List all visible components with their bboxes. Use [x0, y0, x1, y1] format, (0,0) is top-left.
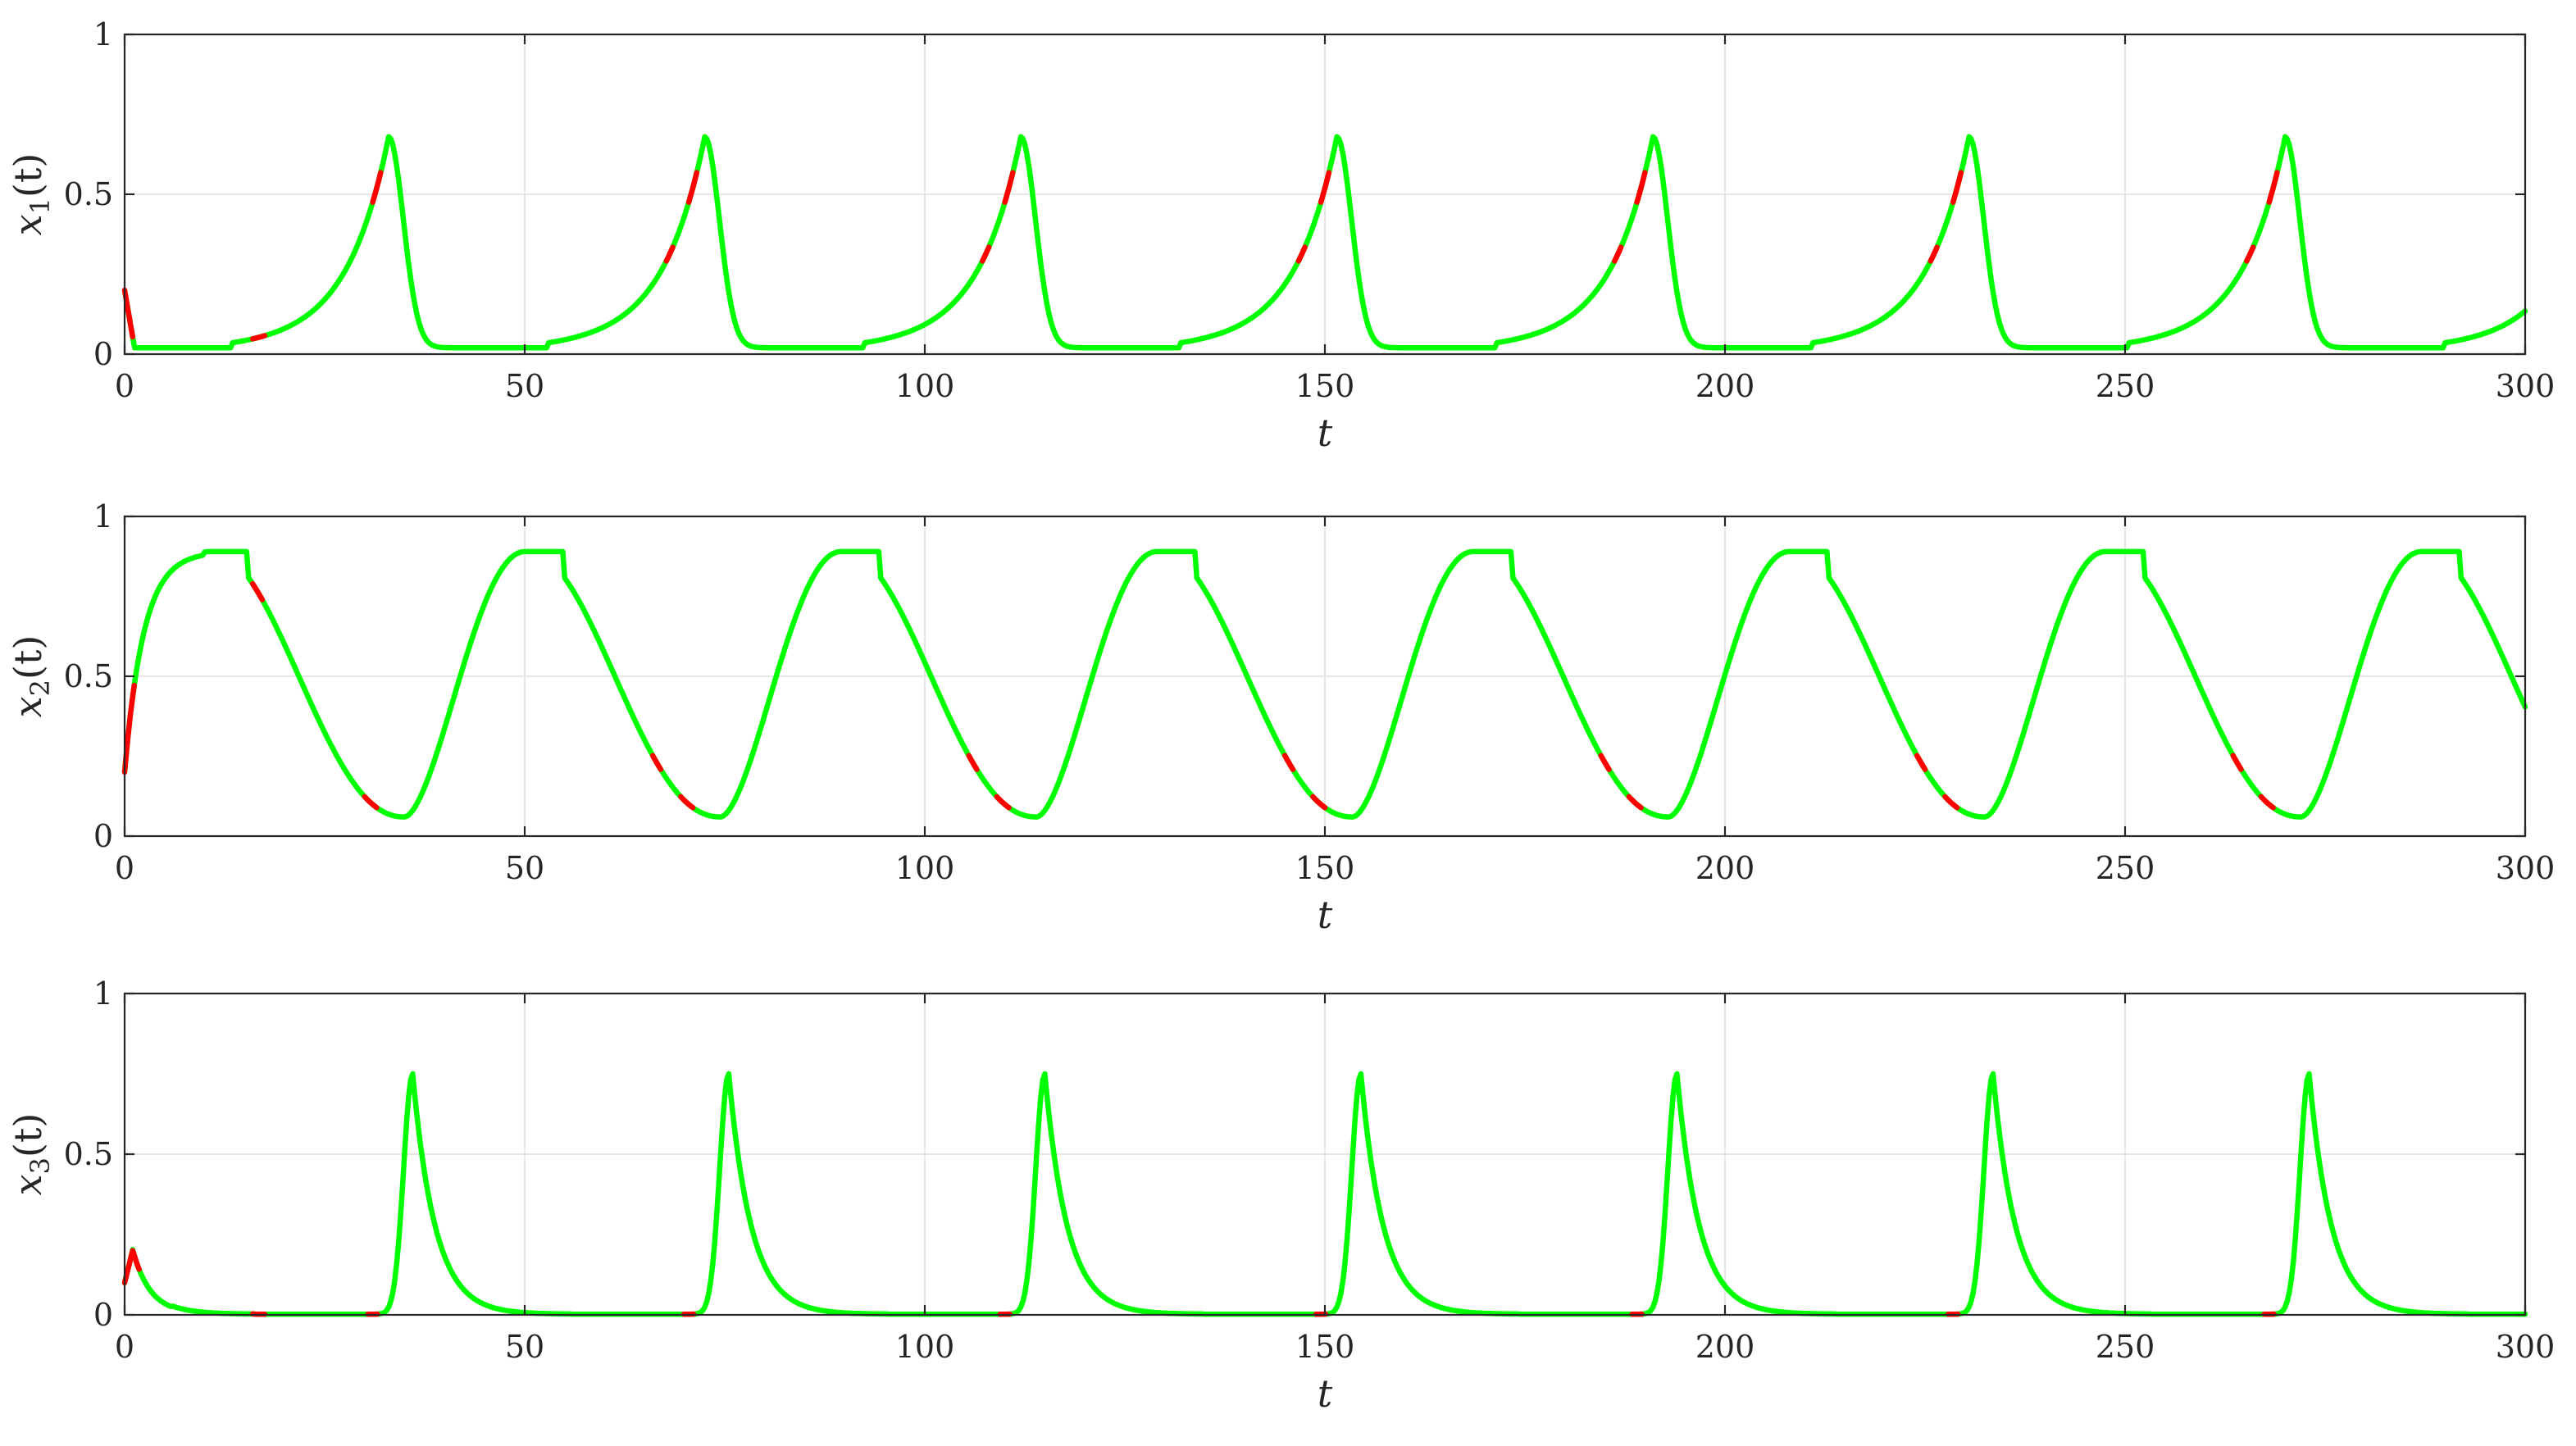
highlight-segment: [1637, 173, 1645, 202]
x-tick-label: 0: [115, 368, 134, 404]
y-label-sub: 3: [25, 1157, 56, 1174]
highlight-segment: [1614, 248, 1621, 261]
highlight-segment: [1629, 797, 1641, 807]
x-tick-label: 200: [1695, 1329, 1755, 1365]
x-tick-label: 100: [895, 850, 955, 886]
y-label-var: x: [6, 1174, 50, 1195]
highlight-segment: [653, 756, 661, 770]
highlight-segment: [680, 797, 693, 807]
y-axis-label-x3: x3(t): [6, 1113, 56, 1196]
highlight-segment: [373, 173, 381, 202]
highlight-segment: [997, 797, 1009, 807]
highlight-segment: [1917, 756, 1925, 770]
x-tick-label: 250: [2096, 1329, 2155, 1365]
y-label-arg: (t): [6, 153, 50, 198]
highlight-segment: [689, 173, 697, 202]
x-tick-label: 150: [1295, 850, 1355, 886]
x-tick-label: 0: [115, 1329, 134, 1365]
highlight-segment: [2261, 797, 2273, 807]
x-tick-label: 300: [2496, 850, 2556, 886]
highlight-segment: [1945, 797, 1957, 807]
ticks-x3: 0 50 100 150 200 250 300 0 0.5 1: [64, 975, 2556, 1365]
y-label-arg: (t): [6, 1113, 50, 1157]
x-tick-label: 150: [1295, 1329, 1355, 1365]
highlight-segment: [365, 797, 377, 807]
highlight-segment: [969, 756, 977, 770]
panel-x2: 0 50 100 150 200 250 300 0 0.5 1 t x2(t): [6, 498, 2555, 937]
x-axis-label-x2: t: [1318, 893, 1333, 937]
highlight-segment: [125, 1251, 139, 1283]
y-axis-label-x2: x2(t): [6, 635, 56, 718]
x-tick-label: 300: [2496, 1329, 2556, 1365]
x-tick-label: 50: [505, 850, 544, 886]
highlight-segment: [125, 685, 134, 772]
highlight-segment: [1285, 756, 1293, 770]
highlight-segment: [253, 584, 262, 599]
highlight-segment: [1953, 173, 1961, 202]
highlight-segment: [1005, 173, 1013, 202]
highlight-segment: [2233, 756, 2241, 770]
ticks-x2: 0 50 100 150 200 250 300 0 0.5 1: [64, 498, 2556, 886]
y-label-sub: 1: [25, 198, 56, 214]
highlight-segment: [253, 336, 265, 339]
y-tick-label: 1: [93, 975, 113, 1012]
x-tick-label: 250: [2096, 368, 2155, 404]
x-tick-label: 200: [1695, 850, 1755, 886]
highlight-segment: [2246, 248, 2253, 261]
y-tick-label: 0.5: [64, 176, 113, 212]
y-label-sub: 2: [25, 680, 56, 696]
y-label-var: x: [6, 214, 50, 235]
highlight-segment: [1313, 797, 1325, 807]
highlight-segment: [667, 248, 673, 261]
y-tick-label: 0: [93, 1297, 113, 1333]
x-tick-label: 0: [115, 850, 134, 886]
x-tick-label: 250: [2096, 850, 2155, 886]
highlight-segment: [1299, 248, 1305, 261]
y-tick-label: 1: [93, 16, 113, 52]
y-label-arg: (t): [6, 635, 50, 680]
series-x1-highlights: [125, 173, 2277, 339]
x-tick-label: 300: [2496, 368, 2556, 404]
highlight-segment: [1931, 248, 1937, 261]
x-tick-label: 50: [505, 368, 544, 404]
x-tick-label: 100: [895, 368, 955, 404]
panel-x3: 0 50 100 150 200 250 300 0 0.5 1 t x3(t): [6, 975, 2555, 1416]
y-tick-label: 0.5: [64, 1136, 113, 1172]
grid-x2: [125, 516, 2525, 836]
y-tick-label: 0: [93, 336, 113, 372]
y-axis-label-x1: x1(t): [6, 153, 56, 236]
x-axis-label-x3: t: [1318, 1371, 1333, 1416]
grid-x3: [125, 994, 2525, 1315]
series-x2-highlights: [125, 584, 2273, 807]
y-tick-label: 0: [93, 818, 113, 854]
x-tick-label: 100: [895, 1329, 955, 1365]
y-tick-label: 1: [93, 498, 113, 534]
x-tick-label: 200: [1695, 368, 1755, 404]
x-axis-label-x1: t: [1318, 411, 1333, 455]
y-label-var: x: [6, 696, 50, 717]
highlight-segment: [982, 248, 989, 261]
highlight-segment: [1601, 756, 1609, 770]
y-tick-label: 0.5: [64, 658, 113, 694]
highlight-segment: [125, 290, 133, 337]
highlight-segment: [2269, 173, 2278, 202]
x-tick-label: 50: [505, 1329, 544, 1365]
x-tick-label: 150: [1295, 368, 1355, 404]
